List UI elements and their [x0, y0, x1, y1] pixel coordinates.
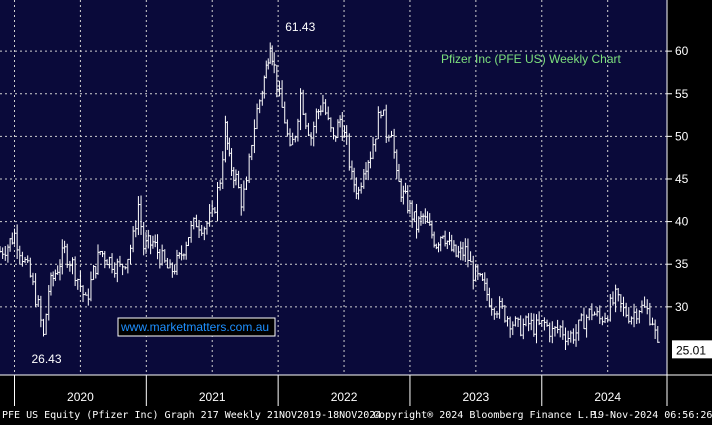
footer-timestamp: 19-Nov-2024 06:56:26: [592, 410, 712, 421]
footer-bar: PFE US Equity (Pfizer Inc) Graph 217 Wee…: [0, 406, 712, 425]
price-annotation: 61.43: [285, 20, 315, 34]
watermark-box: [117, 317, 276, 337]
last-price-label: 25.01: [676, 343, 706, 357]
chart-title: Pfizer Inc (PFE US) Weekly Chart: [441, 52, 621, 66]
x-tick-label: 2022: [331, 390, 358, 404]
y-tick-label: 55: [675, 87, 689, 101]
x-tick-label: 2021: [199, 390, 226, 404]
y-tick-label: 45: [675, 172, 689, 186]
y-tick-label: 30: [675, 300, 689, 314]
watermark-text: www.marketmatters.com.au: [120, 320, 269, 334]
x-tick-label: 2020: [67, 390, 94, 404]
price-annotation: 26.43: [32, 352, 62, 366]
footer-copyright: Copyright® 2024 Bloomberg Finance L.P.: [373, 410, 602, 421]
y-tick-label: 40: [675, 215, 689, 229]
y-tick-label: 35: [675, 257, 689, 271]
plot-area: [0, 0, 667, 375]
x-tick-label: 2024: [594, 390, 621, 404]
last-price-box: [672, 340, 712, 359]
price-chart: 30 35 40 45 50 55 60 2020 2021 2022 2023 2024 61.43 2…: [0, 0, 712, 406]
y-tick-label: 60: [675, 44, 689, 58]
x-tick-label: 2023: [463, 390, 490, 404]
footer-security-info: PFE US Equity (Pfizer Inc) Graph 217 Wee…: [2, 410, 382, 421]
y-tick-label: 50: [675, 129, 689, 143]
